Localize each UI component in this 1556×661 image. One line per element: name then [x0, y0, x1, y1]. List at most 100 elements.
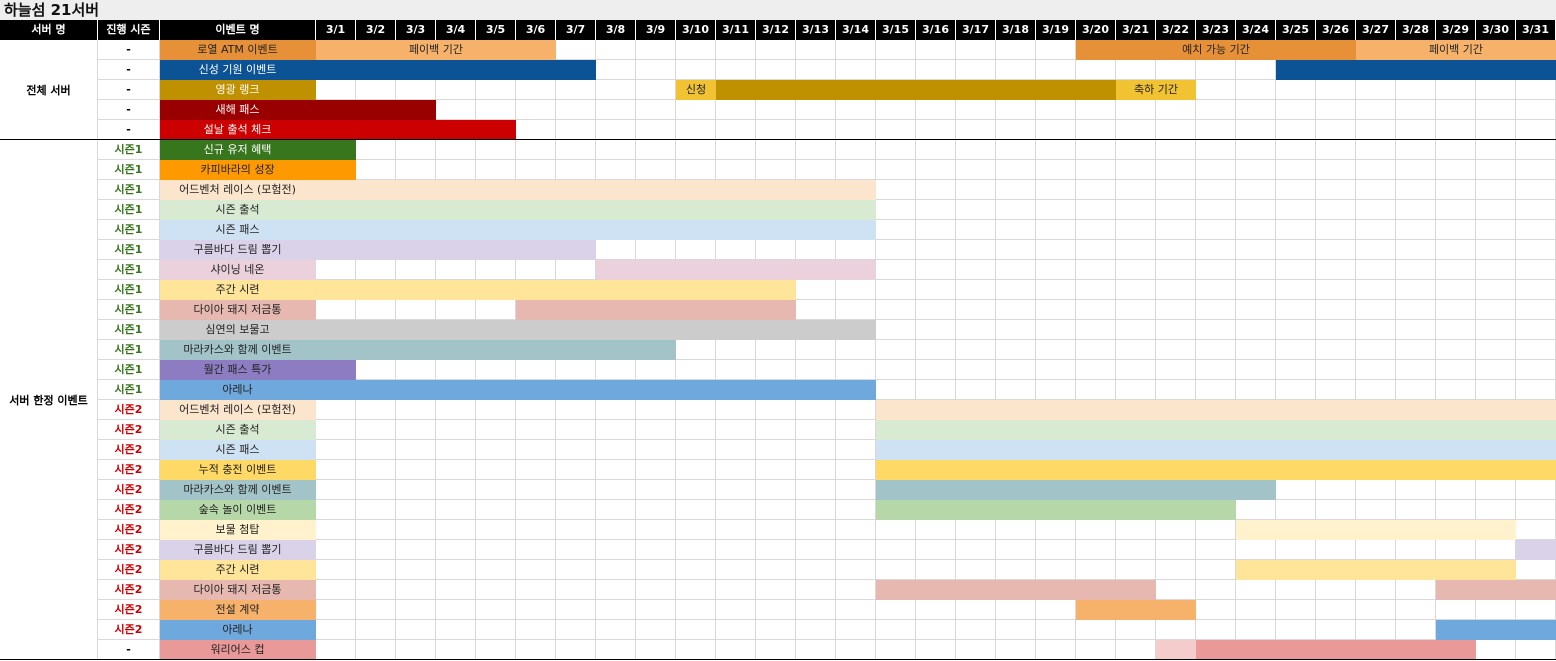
event-period-bar[interactable] [1516, 540, 1556, 560]
day-cell[interactable] [396, 560, 436, 580]
day-cell[interactable] [1356, 260, 1396, 280]
day-cell[interactable] [1316, 240, 1356, 260]
day-cell[interactable] [396, 620, 436, 640]
season-cell[interactable]: 시즌1 [98, 360, 160, 380]
day-cell[interactable] [1476, 180, 1516, 200]
day-cell[interactable] [436, 520, 476, 540]
day-cell[interactable] [1076, 100, 1116, 120]
season-cell[interactable]: 시즌2 [98, 600, 160, 620]
day-cell[interactable] [996, 200, 1036, 220]
day-cell[interactable] [356, 520, 396, 540]
day-cell[interactable] [756, 160, 796, 180]
day-cell[interactable] [716, 240, 756, 260]
day-cell[interactable] [1196, 260, 1236, 280]
day-cell[interactable] [1196, 620, 1236, 640]
day-cell[interactable] [476, 360, 516, 380]
day-cell[interactable] [1436, 80, 1476, 100]
day-cell[interactable] [1476, 300, 1516, 320]
day-cell[interactable] [556, 120, 596, 140]
day-cell[interactable] [396, 360, 436, 380]
day-cell[interactable] [756, 620, 796, 640]
day-cell[interactable] [1116, 560, 1156, 580]
day-cell[interactable] [996, 340, 1036, 360]
day-cell[interactable] [756, 640, 796, 660]
day-cell[interactable] [556, 620, 596, 640]
day-cell[interactable] [676, 420, 716, 440]
day-cell[interactable] [1476, 100, 1516, 120]
day-cell[interactable] [1236, 180, 1276, 200]
day-cell[interactable] [1156, 260, 1196, 280]
season-cell[interactable]: 시즌2 [98, 580, 160, 600]
day-cell[interactable] [1436, 260, 1476, 280]
day-cell[interactable] [476, 300, 516, 320]
day-cell[interactable] [1196, 80, 1236, 100]
day-cell[interactable] [1236, 140, 1276, 160]
day-cell[interactable] [836, 440, 876, 460]
day-cell[interactable] [1516, 240, 1556, 260]
day-cell[interactable] [1276, 620, 1316, 640]
day-cell[interactable] [516, 120, 556, 140]
day-cell[interactable] [956, 540, 996, 560]
day-cell[interactable] [1396, 620, 1436, 640]
day-cell[interactable] [996, 140, 1036, 160]
day-cell[interactable] [436, 300, 476, 320]
day-cell[interactable] [396, 480, 436, 500]
header-day[interactable]: 3/2 [356, 20, 396, 40]
day-cell[interactable] [1516, 300, 1556, 320]
day-cell[interactable] [956, 520, 996, 540]
day-cell[interactable] [1196, 100, 1236, 120]
day-cell[interactable] [1156, 120, 1196, 140]
day-cell[interactable] [916, 40, 956, 60]
day-cell[interactable] [436, 260, 476, 280]
day-cell[interactable] [1076, 220, 1116, 240]
day-cell[interactable] [1196, 240, 1236, 260]
day-cell[interactable] [676, 340, 716, 360]
day-cell[interactable] [516, 360, 556, 380]
day-cell[interactable] [956, 120, 996, 140]
day-cell[interactable] [996, 640, 1036, 660]
day-cell[interactable] [596, 600, 636, 620]
day-cell[interactable] [1396, 220, 1436, 240]
day-cell[interactable] [676, 640, 716, 660]
day-cell[interactable] [836, 60, 876, 80]
day-cell[interactable] [1236, 260, 1276, 280]
event-name-cell[interactable]: 워리어스 컵 [160, 640, 316, 660]
day-cell[interactable] [596, 620, 636, 640]
day-cell[interactable] [1156, 60, 1196, 80]
day-cell[interactable] [1196, 200, 1236, 220]
season-cell[interactable]: 시즌2 [98, 500, 160, 520]
day-cell[interactable] [1156, 240, 1196, 260]
day-cell[interactable] [876, 640, 916, 660]
day-cell[interactable] [956, 280, 996, 300]
day-cell[interactable] [1356, 80, 1396, 100]
day-cell[interactable] [556, 80, 596, 100]
day-cell[interactable] [1356, 380, 1396, 400]
day-cell[interactable] [636, 160, 676, 180]
day-cell[interactable] [876, 60, 916, 80]
day-cell[interactable] [716, 40, 756, 60]
day-cell[interactable] [716, 120, 756, 140]
day-cell[interactable] [876, 160, 916, 180]
day-cell[interactable] [556, 100, 596, 120]
day-cell[interactable] [1476, 140, 1516, 160]
day-cell[interactable] [1156, 220, 1196, 240]
day-cell[interactable] [1196, 600, 1236, 620]
day-cell[interactable] [556, 460, 596, 480]
day-cell[interactable] [1236, 580, 1276, 600]
day-cell[interactable] [1436, 240, 1476, 260]
day-cell[interactable] [316, 620, 356, 640]
day-cell[interactable] [1236, 240, 1276, 260]
day-cell[interactable] [636, 480, 676, 500]
day-cell[interactable] [1516, 320, 1556, 340]
day-cell[interactable] [836, 140, 876, 160]
day-cell[interactable] [716, 560, 756, 580]
day-cell[interactable] [756, 240, 796, 260]
event-period-bar[interactable] [876, 440, 1556, 460]
day-cell[interactable] [316, 80, 356, 100]
day-cell[interactable] [1156, 180, 1196, 200]
season-cell[interactable]: 시즌2 [98, 400, 160, 420]
day-cell[interactable] [1276, 600, 1316, 620]
day-cell[interactable] [636, 240, 676, 260]
day-cell[interactable] [476, 260, 516, 280]
day-cell[interactable] [1276, 120, 1316, 140]
